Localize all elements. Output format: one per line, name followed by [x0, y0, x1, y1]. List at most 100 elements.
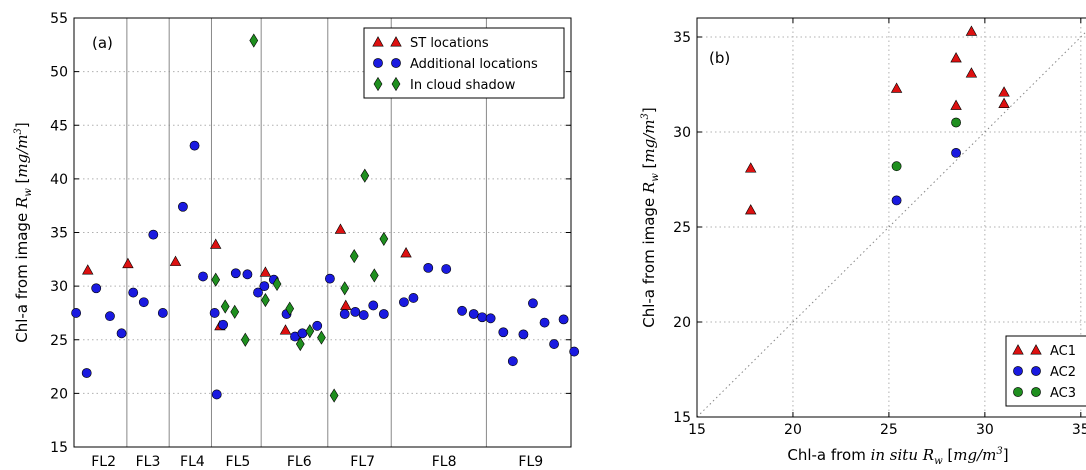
data-point-in-cloud-shadow	[211, 272, 221, 287]
axis-label-bracket: ]	[640, 107, 658, 113]
legend-marker-ac3	[1013, 387, 1023, 397]
y-axis-label-a: Chl-a from image Rw [mg/m3]	[13, 122, 34, 343]
data-point-st-locations	[400, 247, 412, 258]
data-point-ac1	[998, 86, 1010, 97]
axis-label-bracket: [	[640, 163, 658, 174]
axis-label-subscript: w	[934, 456, 943, 467]
data-point-additional-locations	[148, 229, 159, 240]
data-point-additional-locations	[477, 312, 488, 323]
y-tick-label: 50	[50, 65, 68, 81]
x-tick-label-fl2: FL2	[91, 454, 116, 470]
axis-label-superscript: 3	[13, 128, 24, 134]
one-to-one-line	[696, 31, 1086, 418]
data-point-ac2	[951, 147, 961, 158]
data-point-ac1	[745, 204, 757, 215]
x-tick-label: 35	[1072, 422, 1086, 438]
y-tick-label: 20	[673, 315, 691, 331]
axis-label-superscript: 3	[996, 446, 1002, 457]
data-point-additional-locations	[198, 271, 208, 282]
axis-label-bracket: [	[13, 178, 31, 189]
x-tick-label: 20	[784, 422, 802, 438]
y-tick-label: 30	[50, 279, 68, 295]
data-point-ac3	[891, 161, 902, 172]
axis-label-text: Chl-a from image	[640, 193, 658, 328]
axis-label-text: Chl-a from image	[13, 208, 31, 343]
data-point-st-locations	[169, 255, 182, 266]
legend-marker-in-cloud-shadow	[373, 76, 383, 92]
data-point-ac3	[951, 117, 961, 128]
axis-label-text: Chl-a from	[787, 446, 870, 464]
series-additional-locations	[71, 140, 580, 400]
legend-label-st-locations: ST locations	[410, 36, 489, 51]
chart-panel-a: 15 20 25 30 35 40 45 50 55 FL2 FL3 FL4 FL5 FL6 FL7 FL8 F…	[13, 11, 580, 470]
legend-b: AC1 AC2 AC3	[1005, 335, 1086, 407]
data-point-in-cloud-shadow	[272, 276, 282, 292]
y-tick-label: 30	[673, 125, 691, 141]
legend-marker-additional-locations	[391, 58, 401, 68]
data-point-additional-locations	[507, 356, 518, 367]
x-tick-label-fl9: FL9	[518, 454, 543, 470]
legend-label-additional-locations: Additional locations	[410, 57, 538, 72]
y-tick-label: 35	[673, 30, 691, 46]
data-point-st-locations	[340, 299, 352, 310]
x-tick-label-fl3: FL3	[136, 454, 161, 470]
data-point-ac1	[965, 67, 978, 78]
axis-label-unit: mg/m	[13, 134, 31, 177]
x-tick-label: 15	[688, 422, 706, 438]
x-tick-label-fl8: FL8	[432, 454, 457, 470]
y-tick-label: 25	[50, 333, 68, 349]
data-point-additional-locations	[81, 368, 92, 378]
data-point-ac1	[965, 25, 978, 36]
axis-label-bracket: ]	[13, 122, 31, 128]
x-tick-label-fl6: FL6	[287, 454, 312, 470]
series-ac2	[891, 147, 961, 206]
data-point-in-cloud-shadow	[379, 231, 389, 247]
data-point-additional-locations	[408, 293, 419, 303]
data-point-additional-locations	[105, 311, 115, 322]
legend-marker-additional-locations	[373, 58, 383, 68]
y-tick-label: 40	[50, 172, 68, 188]
y-tick-label: 25	[673, 220, 691, 236]
axis-label-superscript: 3	[640, 113, 651, 119]
data-point-additional-locations	[518, 329, 529, 340]
data-point-additional-locations	[209, 308, 220, 318]
data-point-additional-locations	[549, 339, 559, 349]
data-point-additional-locations	[211, 389, 222, 400]
legend-label-ac1: AC1	[1050, 344, 1076, 359]
data-point-in-cloud-shadow	[220, 299, 230, 314]
data-point-additional-locations	[297, 328, 308, 339]
data-point-ac1	[745, 162, 757, 173]
data-point-ac1	[950, 52, 962, 63]
data-point-additional-locations	[242, 269, 253, 280]
axis-label-subscript: w	[650, 173, 661, 182]
y-axis-label-b: Chl-a from image Rw [mg/m3]	[640, 107, 661, 328]
data-point-additional-locations	[91, 283, 102, 294]
legend-marker-ac1	[1012, 344, 1024, 355]
data-point-additional-locations	[569, 346, 580, 357]
data-point-additional-locations	[399, 297, 409, 308]
data-point-st-locations	[82, 264, 94, 275]
plot-frame-a	[73, 17, 572, 448]
data-point-additional-locations	[178, 201, 188, 212]
data-point-ac2	[891, 195, 902, 206]
data-point-additional-locations	[259, 281, 270, 292]
legend-marker-in-cloud-shadow	[391, 76, 401, 92]
axis-label-unit: mg/m	[640, 119, 658, 162]
data-point-additional-locations	[138, 297, 149, 308]
data-point-additional-locations	[378, 309, 389, 319]
y-tick-label: 55	[50, 11, 68, 27]
data-point-additional-locations	[157, 308, 168, 318]
x-tick-label-fl4: FL4	[180, 454, 205, 470]
data-point-in-cloud-shadow	[349, 249, 359, 264]
y-tick-label: 15	[673, 410, 691, 426]
x-axis-label-b: Chl-a from in situ Rw [mg/m3]	[787, 446, 1008, 467]
panel-label-a: (a)	[92, 34, 113, 52]
data-point-ac1	[950, 99, 962, 110]
data-point-additional-locations	[498, 327, 509, 338]
data-point-in-cloud-shadow	[340, 281, 350, 296]
y-tick-label: 45	[50, 118, 68, 134]
legend-label-in-cloud-shadow: In cloud shadow	[410, 78, 516, 93]
data-point-additional-locations	[558, 314, 569, 325]
y-tick-label: 35	[50, 226, 68, 242]
data-point-in-cloud-shadow	[240, 332, 250, 347]
